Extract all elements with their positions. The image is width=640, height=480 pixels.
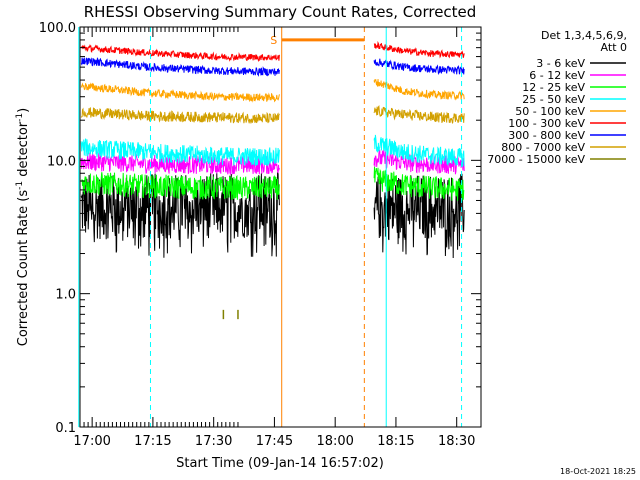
y-tick-label: 1.0 bbox=[55, 288, 76, 303]
x-tick-label: 17:30 bbox=[195, 434, 232, 449]
series-300-800-kev-line-1 bbox=[80, 57, 280, 77]
series-100-300-kev-line-2 bbox=[373, 40, 465, 59]
y-tick-label: 10.0 bbox=[47, 154, 76, 169]
plot-frame bbox=[79, 26, 482, 428]
series-300-800-kev-line-2 bbox=[373, 58, 465, 76]
series-100-300-kev-line-1 bbox=[80, 44, 280, 63]
y-axis-label: Corrected Count Rate (s-1 detector-1) bbox=[15, 108, 31, 346]
legend-label-3-6-kev: 3 - 6 keV bbox=[536, 57, 585, 70]
data-layer bbox=[80, 40, 465, 320]
y-axis-label-sup2: -1 bbox=[15, 113, 25, 122]
x-tick-label: 18:00 bbox=[316, 434, 353, 449]
x-tick-label: 18:15 bbox=[377, 434, 414, 449]
series-50-100-kev-line-2 bbox=[373, 78, 465, 101]
y-axis-label-part2: detector bbox=[16, 121, 31, 181]
chart-title: RHESSI Observing Summary Count Rates, Co… bbox=[84, 3, 477, 21]
series-25-50-kev-line-1 bbox=[80, 138, 280, 167]
legend-label-12-25-kev: 12 - 25 keV bbox=[522, 81, 585, 94]
series-800-7000-kev-line-1 bbox=[80, 107, 280, 124]
legend-header-line2: Att 0 bbox=[601, 41, 627, 54]
series-3-6-kev-line-1 bbox=[80, 172, 280, 258]
legend-header-line1: Det 1,3,4,5,6,9, bbox=[541, 29, 627, 42]
series-25-50-kev-line-2 bbox=[373, 134, 465, 167]
y-axis-label-part1: Corrected Count Rate (s bbox=[16, 190, 31, 347]
axis-layer: 0.1 1.0 10.0 100.0 17:00 17:15 17:30 17:45 18:00… bbox=[39, 21, 481, 449]
series-3-6-kev-line-2 bbox=[373, 173, 465, 259]
marker-layer: S bbox=[78, 27, 463, 427]
timestamp: 18-Oct-2021 18:25 bbox=[560, 467, 636, 476]
series-50-100-kev-line-1 bbox=[80, 82, 280, 103]
legend-label-6-12-kev: 6 - 12 keV bbox=[529, 69, 585, 82]
legend-label-7000-15000-kev: 7000 - 15000 keV bbox=[487, 153, 585, 166]
series-12-25-kev-line-2 bbox=[373, 166, 465, 202]
saa-label: S bbox=[270, 34, 277, 47]
series-800-7000-kev-line-2 bbox=[373, 105, 465, 125]
legend-label-25-50-kev: 25 - 50 keV bbox=[522, 93, 585, 106]
legend-label-300-800-kev: 300 - 800 keV bbox=[508, 129, 585, 142]
y-tick-label: 0.1 bbox=[55, 421, 76, 436]
x-tick-label: 17:45 bbox=[256, 434, 293, 449]
legend-label-100-300-kev: 100 - 300 keV bbox=[508, 117, 585, 130]
series-12-25-kev-line-1 bbox=[80, 172, 280, 200]
x-tick-label: 18:30 bbox=[438, 434, 475, 449]
x-axis-label: Start Time (09-Jan-14 16:57:02) bbox=[176, 456, 384, 471]
y-axis-label-sup1: -1 bbox=[15, 181, 25, 190]
legend-label-800-7000-kev: 800 - 7000 keV bbox=[501, 141, 585, 154]
x-tick-label: 17:15 bbox=[134, 434, 171, 449]
y-axis-label-part3: ) bbox=[16, 108, 31, 113]
legend-label-50-100-kev: 50 - 100 keV bbox=[515, 105, 585, 118]
y-tick-label: 100.0 bbox=[39, 21, 76, 36]
x-tick-label: 17:00 bbox=[73, 434, 110, 449]
